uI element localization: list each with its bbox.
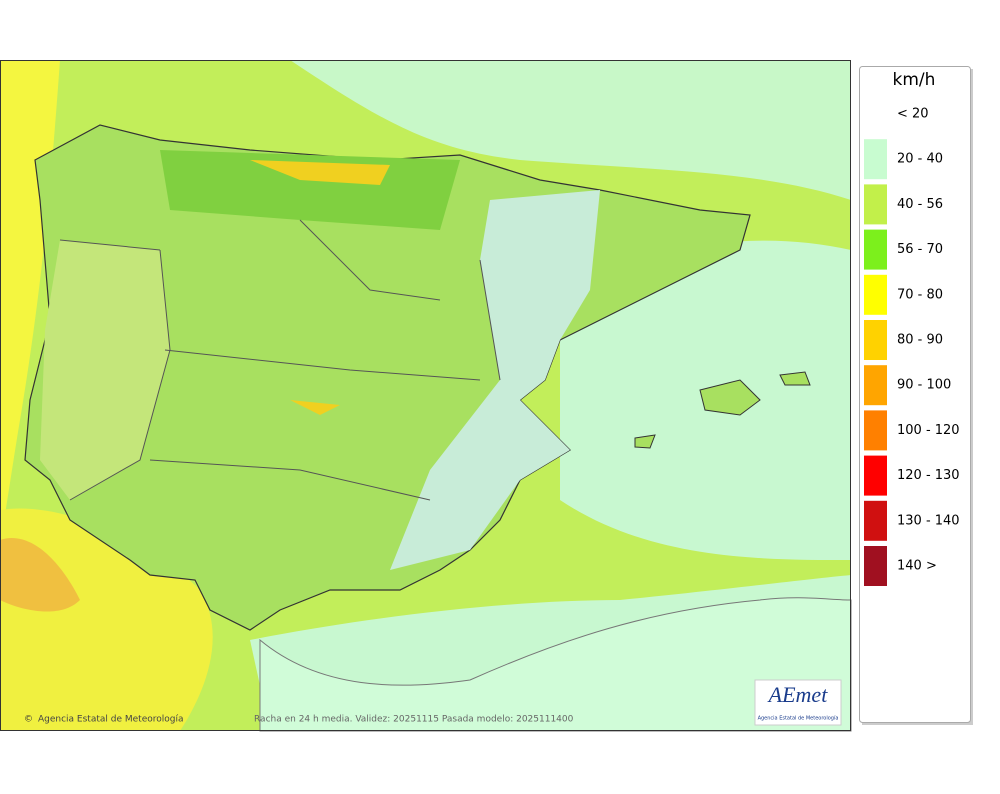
logo-box [754,679,842,726]
legend-label: 120 - 130 [897,468,960,483]
map-frame [0,60,851,731]
legend-swatch [864,320,887,360]
footer: Racha en 24 h media. Validez: 20251115 P… [254,715,574,725]
legend-swatch [864,139,887,180]
copyright-symbol: © [24,715,33,725]
legend-label: 70 - 80 [897,287,943,302]
portugal-fill [40,240,170,500]
legend-label: 90 - 100 [897,378,951,393]
legend-swatch [864,365,887,406]
central-gust [290,400,340,415]
legend-label: 80 - 90 [897,333,943,348]
legend-swatch [864,274,887,315]
ibiza [634,434,656,449]
legend-swatch [864,500,887,541]
legend-swatch [864,184,887,225]
legend-label: 56 - 70 [897,242,943,257]
legend-label: 20 - 40 [897,152,943,167]
copyright: Agencia Estatal de Meteorología [38,715,184,725]
mallorca [699,379,761,416]
north-pale [290,60,851,200]
legend-label: 40 - 56 [897,197,943,212]
gulf-orange [0,538,80,612]
legend-label: < 20 [897,107,929,122]
logo-title: AEmet [767,682,829,707]
legend-title: km/h [893,70,936,90]
legend-label: 130 - 140 [897,513,960,528]
map: © Agencia Estatal de Meteorología Racha … [0,60,852,732]
logo-subtitle: Agencia Estatal de Meteorología [758,715,839,722]
legend-swatch [864,410,887,451]
menorca [779,371,811,386]
legend-label: 140 > [897,559,937,574]
legend-label: 100 - 120 [897,423,960,438]
legend-swatch [864,229,887,270]
cantabria-gust [250,160,390,185]
borders [59,219,501,501]
legend-swatch [864,546,887,586]
legend: km/h < 20 20 - 40 40 - 56 56 - 70 70 - 80 80 … [859,66,973,725]
legend-box [859,66,971,723]
east-pale [390,190,600,570]
legend-swatch [864,455,887,496]
africa [259,597,852,732]
